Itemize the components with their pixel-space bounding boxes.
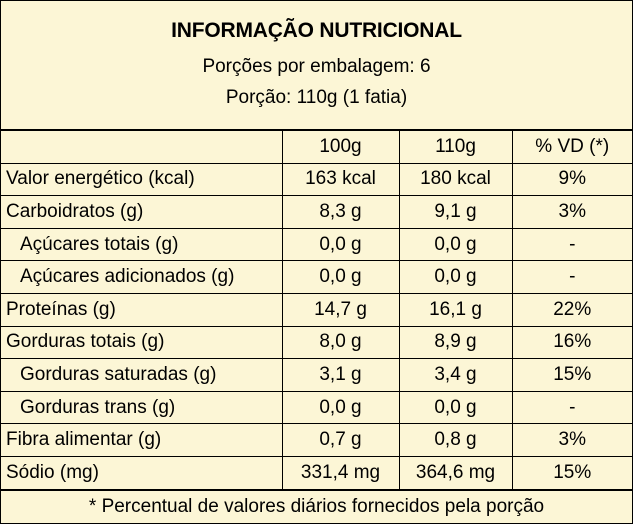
table-row: Fibra alimentar (g) 0,7 g 0,8 g 3% [1, 423, 632, 457]
nutrition-title: INFORMAÇÃO NUTRICIONAL [171, 19, 462, 42]
daily-value-percent: - [511, 390, 632, 425]
column-header-110g: 110g [398, 130, 513, 164]
daily-value-percent: - [511, 260, 632, 294]
value-110g: 16,1 g [398, 292, 513, 327]
daily-value-percent: 16% [511, 325, 632, 360]
value-100g: 0,7 g [281, 423, 400, 457]
column-header-vd: % VD (*) [511, 130, 632, 164]
nutrient-name: Valor energético (kcal) [1, 162, 283, 197]
value-110g: 0,0 g [398, 390, 513, 425]
value-110g: 180 kcal [398, 162, 513, 197]
value-100g: 3,1 g [281, 358, 400, 392]
column-header-nutrient [1, 130, 283, 164]
daily-value-percent: - [511, 227, 632, 262]
table-row: Proteínas (g) 14,7 g 16,1 g 22% [1, 292, 632, 327]
value-100g: 8,3 g [281, 195, 400, 229]
nutrient-name: Gorduras saturadas (g) [1, 358, 283, 392]
daily-value-percent: 15% [511, 358, 632, 392]
daily-value-percent: 3% [511, 423, 632, 457]
value-110g: 0,0 g [398, 260, 513, 294]
value-110g: 364,6 mg [398, 455, 513, 490]
nutrition-header: INFORMAÇÃO NUTRICIONAL Porções por embal… [1, 1, 632, 130]
table-row: Carboidratos (g) 8,3 g 9,1 g 3% [1, 195, 632, 229]
value-100g: 8,0 g [281, 325, 400, 360]
value-110g: 0,0 g [398, 227, 513, 262]
table-row: Açúcares adicionados (g) 0,0 g 0,0 g- [1, 260, 632, 294]
value-110g: 8,9 g [398, 325, 513, 360]
table-row: Valor energético (kcal) 163 kcal 180 kcal 9… [1, 162, 632, 197]
value-100g: 14,7 g [281, 292, 400, 327]
nutrient-name: Carboidratos (g) [1, 195, 283, 229]
table-row: Gorduras trans (g) 0,0 g 0,0 g- [1, 390, 632, 425]
nutrient-name: Açúcares totais (g) [1, 227, 283, 262]
value-110g: 9,1 g [398, 195, 513, 229]
table-row: Sódio (mg) 331,4 mg 364,6 mg 15% [1, 455, 632, 490]
table-row: Gorduras totais (g) 8,0 g 8,9 g 16% [1, 325, 632, 360]
serving-size: Porção: 110g (1 fatia) [225, 87, 408, 108]
nutrient-name: Proteínas (g) [1, 292, 283, 327]
value-110g: 3,4 g [398, 358, 513, 392]
value-100g: 0,0 g [281, 227, 400, 262]
servings-per-package: Porções por embalagem: 6 [202, 56, 431, 77]
nutrition-table: 100g 110g % VD (*) Valor energético (kca… [1, 130, 632, 490]
value-100g: 0,0 g [281, 260, 400, 294]
nutrient-name: Gorduras totais (g) [1, 325, 283, 360]
value-100g: 0,0 g [281, 390, 400, 425]
nutrient-name: Fibra alimentar (g) [1, 423, 283, 457]
footnote: * Percentual de valores diários fornecid… [1, 490, 632, 523]
value-100g: 331,4 mg [281, 455, 400, 490]
table-row: Açúcares totais (g) 0,0 g 0,0 g- [1, 227, 632, 262]
daily-value-percent: 15% [511, 455, 632, 490]
nutrient-name: Gorduras trans (g) [1, 390, 283, 425]
daily-value-percent: 22% [511, 292, 632, 327]
value-100g: 163 kcal [281, 162, 400, 197]
nutrient-name: Açúcares adicionados (g) [1, 260, 283, 294]
daily-value-percent: 3% [511, 195, 632, 229]
nutrient-name: Sódio (mg) [1, 455, 283, 490]
value-110g: 0,8 g [398, 423, 513, 457]
column-header-100g: 100g [281, 130, 400, 164]
table-row: Gorduras saturadas (g) 3,1 g 3,4 g 15% [1, 358, 632, 392]
daily-value-percent: 9% [511, 162, 632, 197]
table-header-row: 100g 110g % VD (*) [1, 130, 632, 164]
